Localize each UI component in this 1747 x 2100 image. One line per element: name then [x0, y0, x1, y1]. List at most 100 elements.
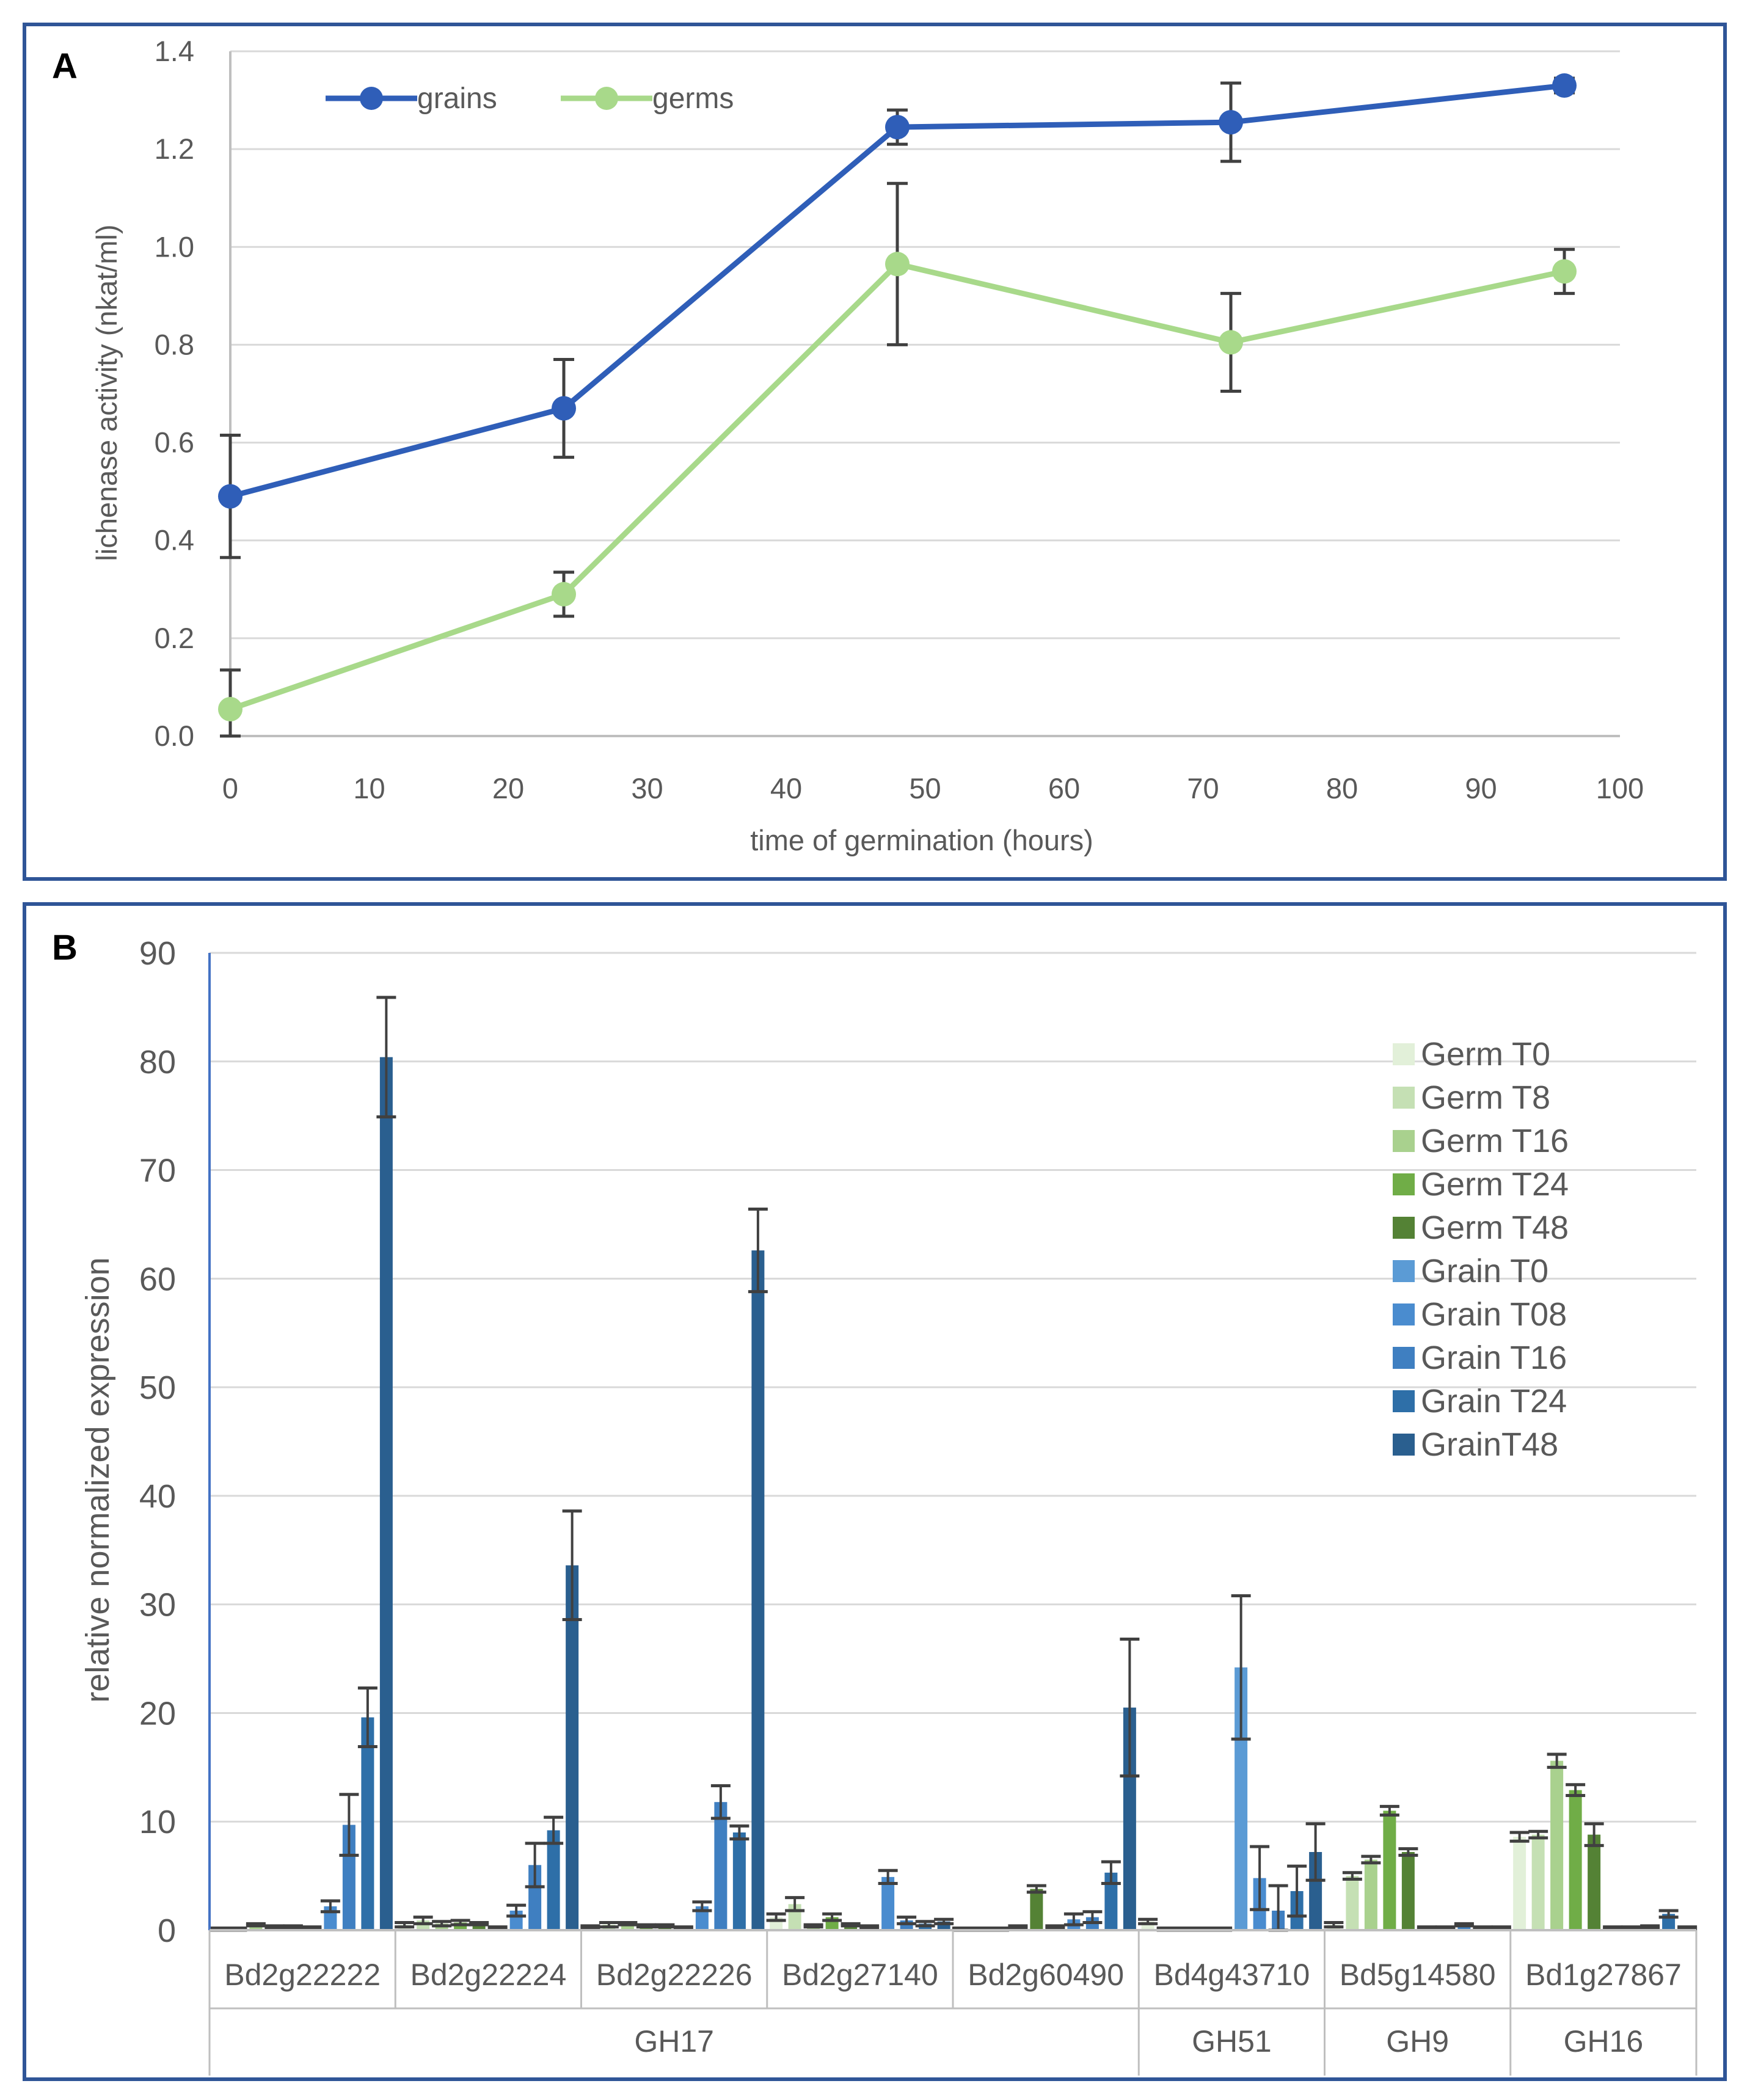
legend-label: Grain T16 — [1421, 1340, 1567, 1376]
y-tick-label: 90 — [139, 935, 176, 972]
data-point — [885, 115, 910, 140]
bar-grain-t16 — [714, 1802, 728, 1930]
bar-germ-t48 — [1401, 1852, 1415, 1930]
data-point — [1552, 73, 1577, 98]
bar-germ-t16 — [1364, 1859, 1377, 1930]
x-tick-label: 30 — [631, 772, 663, 804]
y-tick-label: 1.2 — [155, 133, 194, 165]
x-tick-label: 90 — [1465, 772, 1497, 804]
legend-label: grains — [417, 82, 497, 115]
data-point — [552, 396, 576, 421]
panel-a-line-chart: A 0 10 20 30 40 50 60 70 80 90 100 0.0 0.2 0.4 0.6 0.8… — [23, 23, 1727, 881]
legend-item-germs: germs — [561, 82, 734, 115]
legend-item-grain-t16: Grain T16 — [1393, 1340, 1567, 1376]
grid-lines — [210, 952, 1696, 1823]
legend-swatch — [1393, 1217, 1415, 1239]
bar-grain-t24 — [547, 1830, 560, 1930]
bar-grain-t08 — [695, 1906, 709, 1930]
legend: grains germs — [326, 82, 734, 115]
y-tick-label: 30 — [139, 1587, 176, 1624]
bar-graint48 — [566, 1565, 579, 1930]
lichenase-activity-chart: A 0 10 20 30 40 50 60 70 80 90 100 0.0 0.2 0.4 0.6 0.8… — [52, 35, 1644, 856]
legend-item-graint48: GrainT48 — [1393, 1426, 1558, 1463]
x-axis-ticks: 0 10 20 30 40 50 60 70 80 90 100 — [222, 772, 1644, 804]
bar-grain-t24 — [732, 1832, 746, 1930]
bar-grain-t16 — [342, 1825, 356, 1930]
x-tick-label: 40 — [770, 772, 802, 804]
legend-label: germs — [652, 82, 734, 115]
y-axis-label: relative normalized expression — [79, 1257, 116, 1702]
y-tick-label: 50 — [139, 1369, 176, 1406]
legend-swatch — [1393, 1434, 1415, 1456]
data-point — [552, 582, 576, 607]
y-tick-label: 70 — [139, 1153, 176, 1189]
x-tick-label: 70 — [1187, 772, 1219, 804]
legend-label: Grain T0 — [1421, 1253, 1548, 1289]
data-point — [1552, 259, 1577, 284]
data-point — [218, 484, 243, 509]
y-tick-label: 0.2 — [155, 622, 194, 654]
x-group-label: GH17 — [634, 2024, 714, 2058]
legend-label: Germ T48 — [1421, 1209, 1569, 1246]
legend-item-germ-t48: Germ T48 — [1393, 1209, 1569, 1246]
x-category-label: Bd2g22224 — [410, 1958, 566, 1992]
data-series — [218, 73, 1577, 738]
y-axis-label: lichenase activity (nkat/ml) — [90, 224, 123, 561]
bar-germ-t24 — [1383, 1810, 1396, 1930]
bars — [212, 1057, 1694, 1930]
legend-label: Grain T24 — [1421, 1383, 1567, 1420]
bar-germ-t8 — [1531, 1834, 1545, 1930]
bar-germ-t16 — [1550, 1760, 1564, 1930]
x-tick-label: 60 — [1048, 772, 1080, 804]
bar-germ-t16 — [621, 1923, 634, 1930]
legend-label: Grain T08 — [1421, 1296, 1567, 1333]
y-tick-label: 20 — [139, 1695, 176, 1732]
y-tick-label: 80 — [139, 1044, 176, 1081]
expression-bar-chart: B 0 10 20 30 40 50 60 70 80 90 relative normalize… — [52, 928, 1698, 2076]
x-axis-groups: GH17 GH51 GH9 GH16 — [634, 2024, 1643, 2058]
bar-germ-t24 — [1569, 1790, 1582, 1930]
legend-swatch — [1393, 1390, 1415, 1412]
x-tick-label: 0 — [222, 772, 238, 804]
bar-graint48 — [1123, 1707, 1136, 1930]
legend-swatch — [1393, 1043, 1415, 1065]
x-category-label: Bd2g22226 — [596, 1958, 753, 1992]
panel-b-bar-chart: B 0 10 20 30 40 50 60 70 80 90 relative normalize… — [23, 902, 1727, 2081]
error-bars — [208, 996, 1698, 1932]
x-category-label: Bd2g22222 — [224, 1958, 381, 1992]
bar-germ-t48 — [472, 1923, 486, 1930]
y-tick-label: 0.4 — [155, 524, 194, 556]
y-tick-label: 0.0 — [155, 720, 194, 752]
legend-item-germ-t8: Germ T8 — [1393, 1079, 1550, 1116]
bar-grain-t24 — [361, 1717, 374, 1930]
legend-swatch — [1393, 1303, 1415, 1325]
data-point — [885, 252, 910, 277]
bar-germ-t48 — [1588, 1834, 1601, 1930]
series-germs — [218, 181, 1577, 738]
bar-grain-t24 — [1104, 1872, 1118, 1930]
y-tick-label: 10 — [139, 1804, 176, 1840]
y-tick-label: 40 — [139, 1478, 176, 1515]
legend-swatch — [1393, 1130, 1415, 1152]
bar-grain-t16 — [1457, 1925, 1471, 1930]
legend-swatch — [1393, 1260, 1415, 1282]
x-category-label: Bd1g27867 — [1525, 1958, 1682, 1992]
bar-germ-t0 — [1513, 1837, 1526, 1930]
bar-germ-t16 — [249, 1925, 263, 1930]
panel-b-label: B — [52, 928, 78, 968]
x-tick-label: 100 — [1596, 772, 1644, 804]
bar-grain-t0 — [1235, 1667, 1248, 1930]
x-category-label: Bd4g43710 — [1153, 1958, 1310, 1992]
x-category-label: Bd5g14580 — [1340, 1958, 1496, 1992]
x-tick-label: 50 — [909, 772, 941, 804]
bar-grain-t08 — [881, 1876, 895, 1930]
x-group-label: GH51 — [1192, 2024, 1272, 2058]
series-grains — [218, 73, 1577, 560]
y-tick-label: 1.4 — [155, 35, 194, 67]
y-tick-label: 0 — [158, 1912, 176, 1949]
x-axis-categories: Bd2g22222 Bd2g22224 Bd2g22226 Bd2g27140 Bd2g… — [224, 1958, 1682, 1992]
legend-item-grain-t24: Grain T24 — [1393, 1383, 1567, 1420]
data-point — [1219, 330, 1243, 355]
legend-item-grain-t08: Grain T08 — [1393, 1296, 1567, 1333]
x-tick-label: 10 — [353, 772, 385, 804]
